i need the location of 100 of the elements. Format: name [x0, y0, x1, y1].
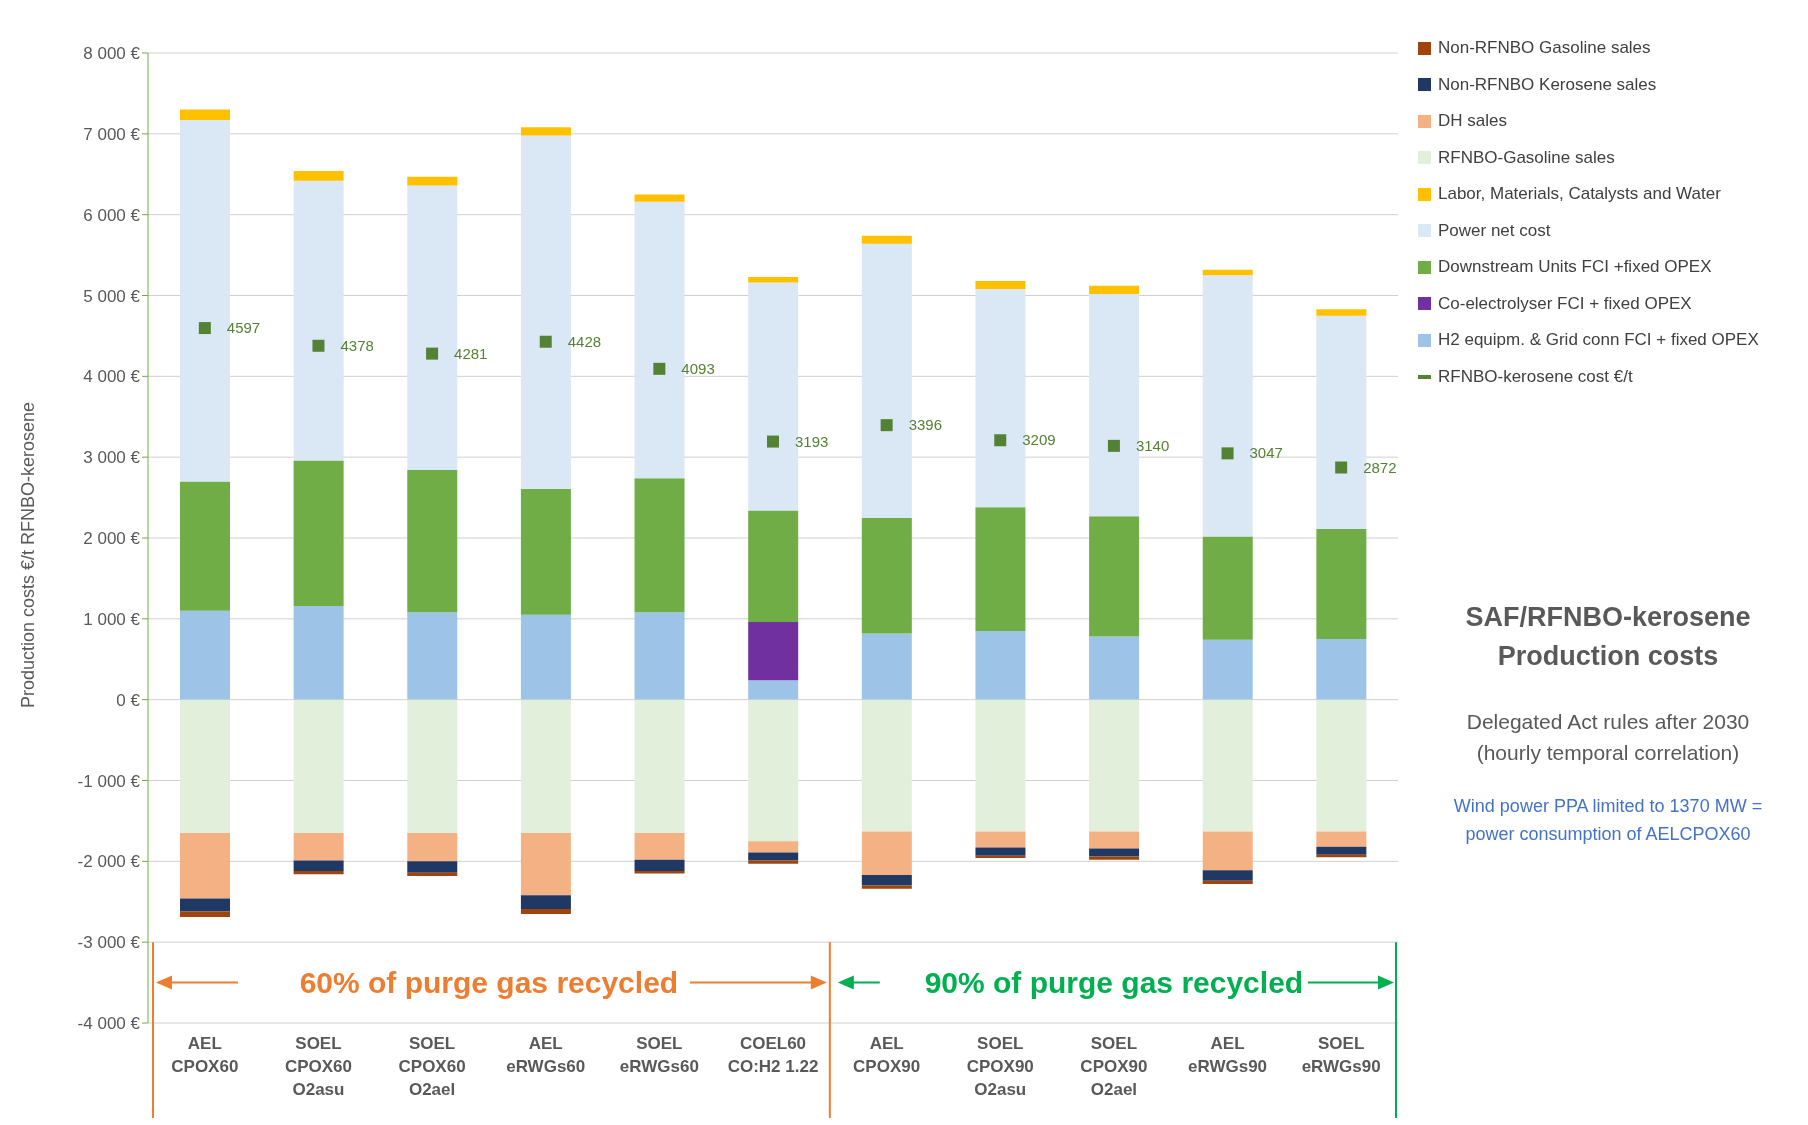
- bar: [520, 895, 571, 910]
- x-tick-label: AEL CPOX60: [171, 1034, 239, 1076]
- bar: [520, 488, 571, 615]
- y-tick-label: 8 000 €: [83, 44, 141, 64]
- bar: [180, 610, 230, 700]
- bar: [1089, 285, 1140, 294]
- point: [1107, 439, 1120, 452]
- x-tick-label: SOEL eRWGs90: [1301, 1034, 1381, 1076]
- text: SAF/RFNBO-kerosene Production costs: [1464, 601, 1752, 673]
- bar: [861, 831, 912, 876]
- bar: [520, 909, 571, 914]
- bar: [520, 699, 571, 834]
- bar: [861, 885, 912, 889]
- point: [1221, 447, 1234, 460]
- bar: [1089, 699, 1140, 832]
- text: Wind power PPA limited to 1370 MW = power consumption of AELCPOX60: [1452, 795, 1764, 846]
- x-tick-label: SOEL eRWGs60: [619, 1034, 699, 1076]
- bar: [634, 699, 685, 834]
- bar: [1089, 516, 1140, 637]
- bar: [180, 911, 230, 918]
- bar: [293, 460, 344, 606]
- bar: [407, 470, 458, 613]
- bar: [520, 127, 571, 136]
- legend-label: RFNBO-kerosene cost €/t: [1438, 366, 1633, 387]
- data-label: 4378: [340, 336, 374, 354]
- bar: [748, 699, 799, 842]
- data-label: 3047: [1249, 444, 1283, 462]
- bar: [634, 478, 685, 613]
- bar: [975, 831, 1026, 848]
- y-tick-label: -2 000 €: [77, 852, 141, 872]
- bar: [634, 859, 685, 872]
- bar: [1202, 536, 1253, 640]
- data-label: 3140: [1135, 436, 1170, 454]
- legend-label: H2 equipm. & Grid conn FCI + fixed OPEX: [1438, 330, 1759, 351]
- data-label: 3209: [1022, 431, 1056, 449]
- point: [994, 434, 1007, 447]
- bar: [407, 176, 458, 186]
- bar: [1316, 846, 1367, 855]
- legend-label: Non-RFNBO Gasoline sales: [1438, 38, 1651, 59]
- bar: [861, 875, 912, 886]
- x-tick-label: AEL eRWGs90: [1188, 1034, 1268, 1076]
- bar: [748, 852, 799, 861]
- bar: [293, 605, 344, 700]
- bar: [1202, 880, 1253, 884]
- y-axis-title: Production costs €/t RFNBO-kerosene: [18, 401, 39, 708]
- x-tick-label: SOEL CPOX90 O2asu: [966, 1034, 1034, 1099]
- point: [1335, 461, 1348, 474]
- point: [653, 362, 666, 375]
- y-tick-label: 7 000 €: [83, 124, 141, 144]
- bar: [407, 861, 458, 873]
- x-tick-label: SOEL CPOX60 O2ael: [398, 1034, 466, 1099]
- bar: [293, 833, 344, 861]
- bar: [861, 235, 912, 244]
- bar: [1316, 309, 1367, 316]
- bar: [293, 699, 344, 834]
- y-tick-label: 2 000 €: [83, 529, 141, 549]
- y-tick-label: -1 000 €: [77, 771, 141, 791]
- bar: [180, 898, 230, 912]
- bar: [634, 833, 685, 860]
- bar: [634, 612, 685, 700]
- bar: [748, 680, 799, 700]
- bar: [1202, 639, 1253, 700]
- data-label: 4597: [226, 319, 261, 337]
- bar: [634, 194, 685, 202]
- bar: [520, 833, 571, 896]
- bar: [407, 833, 458, 862]
- bar: [1202, 831, 1253, 871]
- point: [767, 435, 779, 448]
- bar: [520, 614, 571, 700]
- y-tick-label: -4 000 €: [77, 1014, 141, 1034]
- bar: [975, 507, 1026, 631]
- x-tick-label: COEL60 CO:H2 1.22: [727, 1034, 819, 1076]
- bar: [1202, 870, 1253, 881]
- bar: [1316, 529, 1367, 640]
- bar: [1089, 856, 1140, 860]
- point: [426, 347, 439, 360]
- bar: [407, 612, 458, 700]
- y-tick-label: -3 000 €: [77, 933, 141, 953]
- bar: [1089, 636, 1140, 700]
- annotation: 60% of purge gas recycled: [299, 965, 679, 999]
- bar: [1316, 639, 1367, 700]
- annotation: 90% of purge gas recycled: [924, 965, 1304, 999]
- bar: [1316, 699, 1367, 832]
- data-label: 4093: [681, 359, 715, 377]
- bar: [748, 276, 799, 283]
- bar: [748, 860, 799, 864]
- bar: [293, 871, 344, 875]
- bar: [407, 872, 458, 876]
- bar: [748, 622, 799, 681]
- bar: [861, 633, 912, 700]
- y-tick-label: 1 000 €: [83, 609, 141, 629]
- bar: [180, 699, 230, 834]
- legend-label: Labor, Materials, Catalysts and Water: [1438, 184, 1721, 205]
- bar: [293, 171, 344, 181]
- legend-label: Co-electrolyser FCI + fixed OPEX: [1438, 293, 1692, 314]
- bar: [975, 280, 1026, 290]
- point: [198, 322, 211, 335]
- bar: [748, 841, 799, 853]
- bar: [407, 699, 458, 834]
- legend-label: Power net cost: [1438, 220, 1551, 241]
